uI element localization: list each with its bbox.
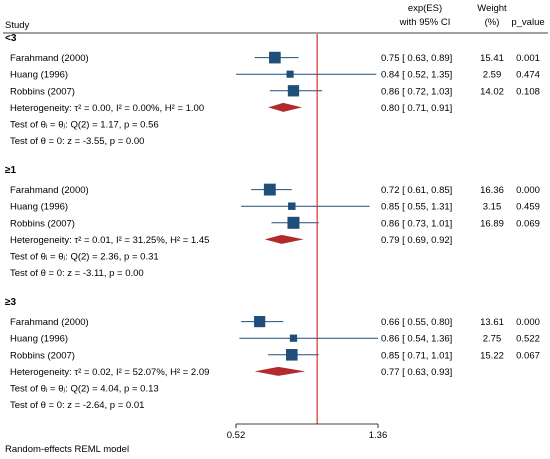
study-marker [288, 202, 296, 210]
summary-diamond [264, 234, 304, 244]
heterogeneity-text: Heterogeneity: τ² = 0.01, I² = 31.25%, H… [10, 235, 209, 246]
study-name: Robbins (2007) [10, 218, 75, 229]
header-weight-line1: Weight [477, 3, 507, 14]
effect-ci-text: 0.75 [ 0.63, 0.89] [381, 53, 452, 64]
effect-ci-text: 0.86 [ 0.72, 1.03] [381, 86, 452, 97]
study-marker [289, 334, 298, 342]
study-name: Farahmand (2000) [10, 317, 89, 328]
study-name: Huang (1996) [10, 70, 68, 81]
weight-value: 14.02 [480, 86, 504, 97]
heterogeneity-text: Heterogeneity: τ² = 0.02, I² = 52.07%, H… [10, 367, 209, 378]
study-name: Robbins (2007) [10, 86, 75, 97]
effect-ci-text: 0.86 [ 0.73, 1.01] [381, 218, 452, 229]
test-theta-text: Test of θ = 0: z = -3.11, p = 0.00 [10, 268, 144, 279]
effect-ci-text: 0.66 [ 0.55, 0.80] [381, 317, 452, 328]
study-marker [287, 85, 300, 97]
effect-ci-text: 0.84 [ 0.52, 1.35] [381, 70, 452, 81]
p-value: 0.459 [516, 202, 540, 213]
effect-ci-text: 0.85 [ 0.71, 1.01] [381, 350, 452, 361]
p-value: 0.474 [516, 70, 540, 81]
study-marker [254, 316, 266, 328]
heterogeneity-text: Heterogeneity: τ² = 0.00, I² = 0.00%, H²… [10, 103, 204, 114]
test-theta-text: Test of θ = 0: z = -3.55, p = 0.00 [10, 136, 144, 147]
p-value: 0.000 [516, 185, 540, 196]
p-value: 0.069 [516, 218, 540, 229]
study-name: Huang (1996) [10, 334, 68, 345]
header-es-line1: exp(ES) [408, 3, 442, 14]
group-label: ≥3 [5, 297, 16, 308]
weight-value: 15.41 [480, 53, 504, 64]
test-theta-text: Test of θ = 0: z = -2.64, p = 0.01 [10, 400, 144, 411]
study-name: Robbins (2007) [10, 350, 75, 361]
weight-value: 16.89 [480, 218, 504, 229]
summary-ci-text: 0.77 [ 0.63, 0.93] [381, 367, 452, 378]
p-value: 0.522 [516, 334, 540, 345]
x-tick-label: 1.36 [369, 430, 388, 441]
weight-value: 16.36 [480, 185, 504, 196]
weight-value: 2.59 [483, 70, 502, 81]
study-name: Huang (1996) [10, 202, 68, 213]
study-name: Farahmand (2000) [10, 185, 89, 196]
summary-ci-text: 0.79 [ 0.69, 0.92] [381, 235, 452, 246]
study-name: Farahmand (2000) [10, 53, 89, 64]
test-homogeneity-text: Test of θᵢ = θⱼ: Q(2) = 2.36, p = 0.31 [10, 252, 159, 263]
summary-diamond [254, 366, 306, 376]
summary-ci-text: 0.80 [ 0.71, 0.91] [381, 103, 452, 114]
group-label: <3 [5, 33, 17, 44]
study-marker [269, 51, 281, 64]
header-study: Study [5, 20, 30, 31]
test-homogeneity-text: Test of θᵢ = θⱼ: Q(2) = 1.17, p = 0.56 [10, 120, 159, 131]
plot-body: <3 Farahmand (2000) 0.75 [ 0.63, 0.89] 15.4… [5, 33, 540, 441]
p-value: 0.001 [516, 53, 540, 64]
study-marker [285, 349, 298, 361]
weight-value: 13.61 [480, 317, 504, 328]
header-weight-line2: (%) [485, 17, 500, 28]
x-tick-label: 0.52 [227, 430, 246, 441]
p-value: 0.000 [516, 317, 540, 328]
header-es-line2: with 95% CI [399, 17, 451, 28]
weight-value: 15.22 [480, 350, 504, 361]
study-marker [287, 216, 300, 229]
study-marker [263, 183, 276, 196]
p-value: 0.108 [516, 86, 540, 97]
effect-ci-text: 0.72 [ 0.61, 0.85] [381, 185, 452, 196]
group-label: ≥1 [5, 165, 16, 176]
study-marker [286, 70, 294, 78]
effect-ci-text: 0.85 [ 0.55, 1.31] [381, 202, 452, 213]
weight-value: 2.75 [483, 334, 502, 345]
header-pvalue: p_value [511, 17, 544, 28]
p-value: 0.067 [516, 350, 540, 361]
effect-ci-text: 0.86 [ 0.54, 1.36] [381, 334, 452, 345]
test-homogeneity-text: Test of θᵢ = θⱼ: Q(2) = 4.04, p = 0.13 [10, 384, 159, 395]
footer-note: Random-effects REML model [5, 444, 129, 455]
weight-value: 3.15 [483, 202, 502, 213]
summary-diamond [268, 102, 302, 112]
